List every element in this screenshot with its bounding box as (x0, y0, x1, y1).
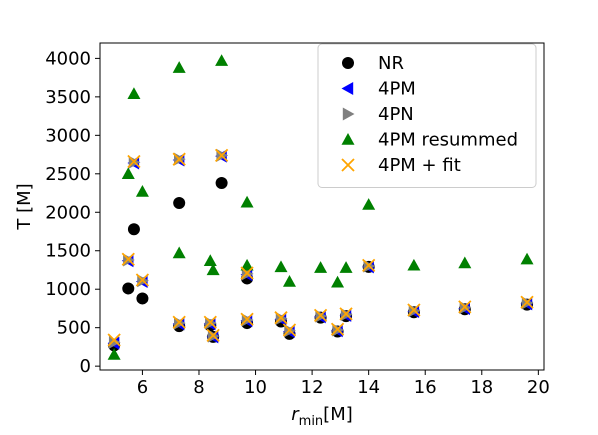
point-4pm-fit (172, 315, 186, 329)
point-4pm-resummed (282, 275, 296, 287)
legend-marker-4pm-fit (341, 158, 355, 172)
point-4pm-fit (240, 266, 254, 280)
point-4pm-fit (240, 312, 254, 326)
legend-marker-4pn (342, 107, 355, 121)
y-tick-label: 500 (57, 318, 91, 339)
x-tick-label: 18 (470, 377, 493, 398)
point-nr (127, 223, 140, 236)
point-4pm-fit (203, 315, 217, 329)
point-4pm-resummed (206, 263, 220, 276)
x-tick-label: 16 (414, 377, 437, 398)
point-nr (122, 282, 135, 295)
legend-box (317, 43, 537, 188)
y-tick-label: 2500 (45, 164, 91, 185)
x-tick-label: 8 (193, 377, 204, 398)
x-axis-label: rmin[M] (291, 404, 353, 429)
point-4pm-resummed (203, 254, 217, 266)
legend-marker-4pm (341, 82, 354, 95)
x-tick-label: 12 (301, 377, 324, 398)
x-tick-label: 6 (137, 377, 148, 398)
y-tick-label: 1500 (45, 241, 91, 262)
point-4pn (108, 335, 121, 349)
point-4pm-resummed (135, 184, 149, 197)
legend: NR 4PM 4PN 4PM resummed 4PM + fit (317, 43, 537, 188)
y-tick-label: 3000 (45, 125, 91, 146)
point-4pm-resummed (458, 256, 472, 269)
legend-label-4pm-resummed: 4PM resummed (378, 130, 518, 151)
point-4pm-fit (121, 252, 135, 266)
point-4pm-resummed (240, 258, 254, 271)
point-4pm-fit (362, 258, 376, 272)
point-4pm-resummed (121, 167, 135, 179)
point-4pm-fit (107, 333, 121, 347)
point-4pm-fit (172, 152, 186, 166)
point-4pm-resummed (407, 258, 421, 271)
legend-marker-4pm-resummed (341, 133, 355, 145)
legend-label-nr: NR (378, 53, 404, 74)
point-nr (215, 177, 228, 190)
legend-label-4pm: 4PM (378, 79, 416, 100)
point-4pm-resummed (274, 260, 288, 273)
y-tick-label: 2000 (45, 202, 91, 223)
point-4pm-fit (407, 303, 421, 317)
x-tick-label: 14 (357, 377, 380, 398)
point-nr (136, 292, 149, 305)
axes: 6 8 10 12 14 16 18 20 0 500 1000 1500 2000 2500 3000 35… (14, 42, 550, 429)
data-markers (107, 54, 534, 360)
legend-marker-nr (342, 57, 354, 69)
y-tick-label: 0 (80, 356, 91, 377)
point-nr (173, 197, 186, 210)
point-4pm-resummed (172, 61, 186, 73)
point-4pm-resummed (240, 195, 254, 208)
point-4pm-resummed (362, 198, 376, 210)
y-tick-label: 1000 (45, 279, 91, 300)
legend-label-4pm-fit: 4PM + fit (378, 155, 461, 176)
point-4pm-resummed (215, 54, 229, 66)
point-4pm-resummed (172, 246, 186, 259)
point-4pm-resummed (339, 261, 353, 273)
legend-label-4pn: 4PN (378, 104, 414, 125)
point-4pm-fit (206, 328, 220, 343)
point-4pm-fit (330, 322, 345, 336)
point-4pm-resummed (520, 252, 534, 265)
point-4pm-fit (520, 295, 534, 309)
plot-frame (99, 42, 545, 371)
point-4pm-fit (458, 300, 472, 314)
y-axis-label: T [M] (14, 183, 35, 230)
point-4pm-fit (313, 308, 328, 323)
x-tick-label: 10 (244, 377, 267, 398)
point-4pm-fit (214, 148, 229, 162)
point-4pm-resummed (331, 275, 345, 288)
y-tick-label: 3500 (45, 87, 91, 108)
point-4pm-fit (339, 307, 353, 321)
point-4pm-resummed (107, 348, 121, 360)
point-4pm-fit (274, 311, 288, 325)
point-4pm-fit (127, 154, 141, 169)
point-4pm-fit (282, 323, 297, 337)
y-tick-label: 4000 (45, 48, 91, 69)
point-4pm-fit (135, 273, 150, 287)
point-4pm-resummed (314, 261, 328, 273)
x-tick-label: 20 (527, 377, 550, 398)
point-4pm-resummed (127, 87, 141, 99)
